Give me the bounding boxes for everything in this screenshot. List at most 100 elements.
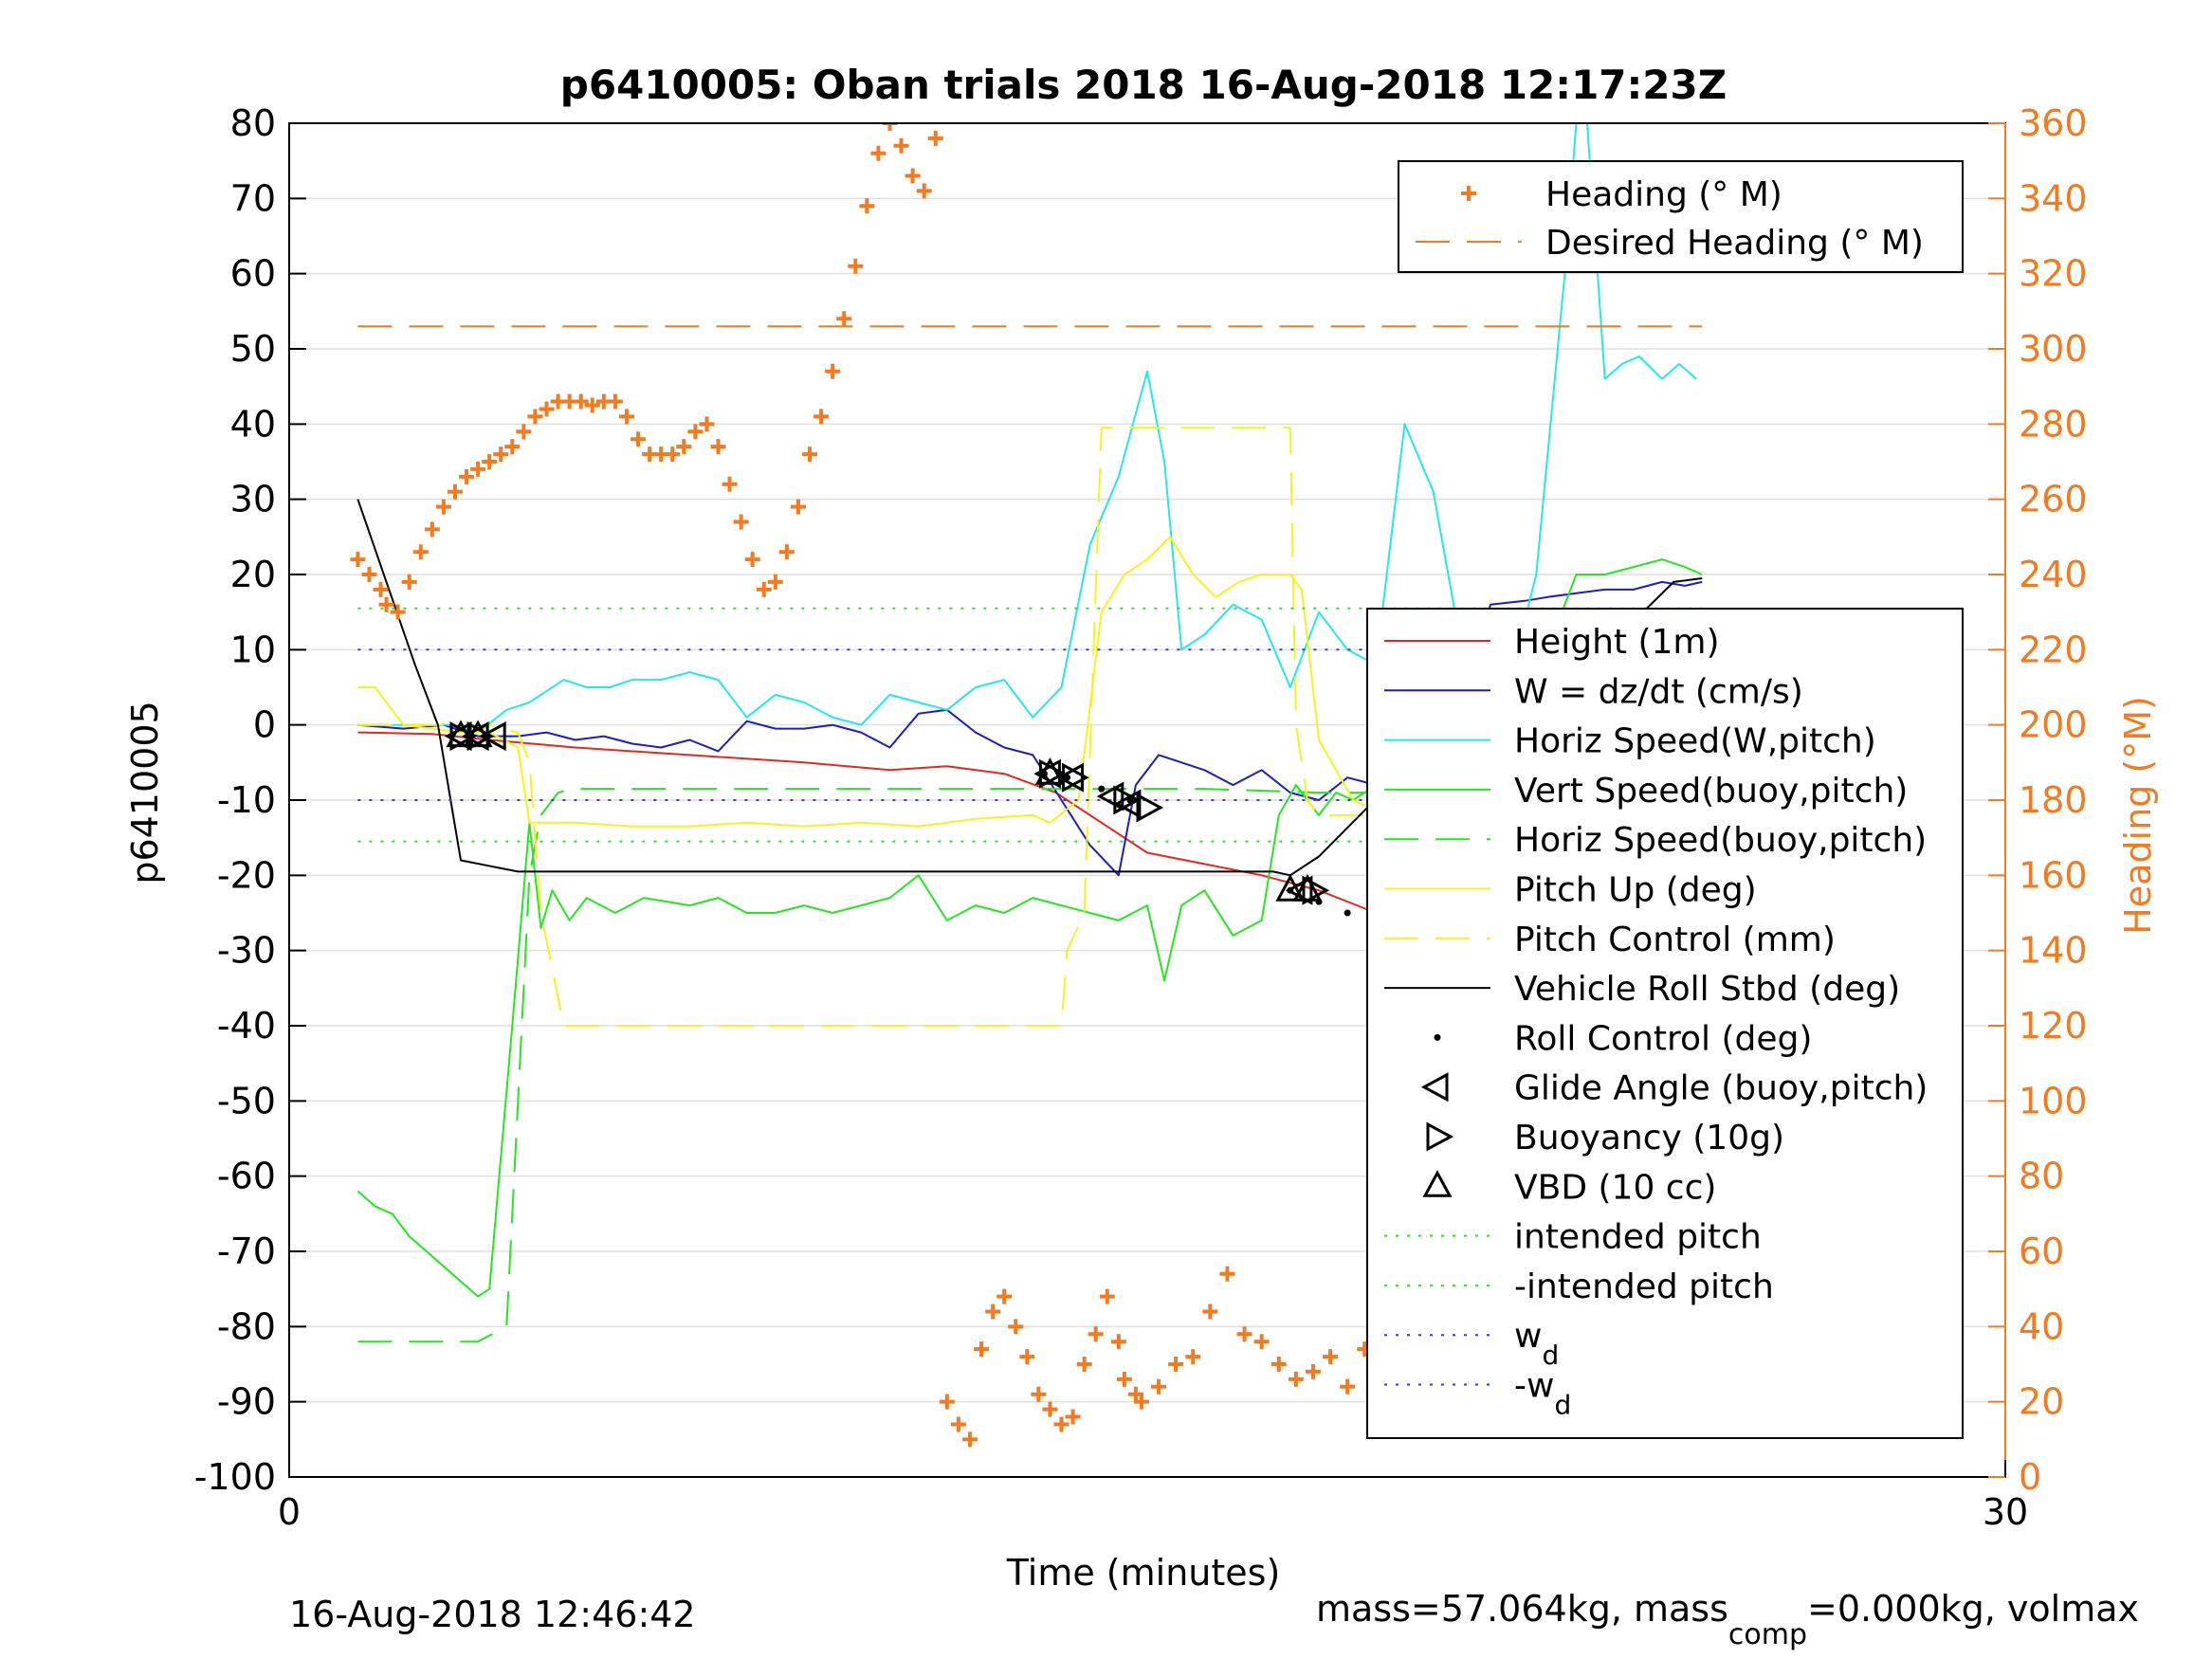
y-axis-label: p6410005 <box>124 701 166 884</box>
y2-tick-label: 100 <box>2019 1080 2088 1121</box>
vbd-marker <box>1292 874 1323 902</box>
legend-label-text: Heading (° M) <box>1545 175 1782 214</box>
buoyancy-marker <box>1038 758 1067 789</box>
heading-marker <box>516 424 532 440</box>
legend-label-sub: d <box>1554 1390 1571 1421</box>
heading-marker <box>1076 1357 1092 1372</box>
legend-label-text: Vehicle Roll Stbd (deg) <box>1514 970 1900 1009</box>
legend-label-text: intended pitch <box>1514 1218 1762 1257</box>
heading-marker <box>756 581 772 597</box>
heading-marker <box>1288 1371 1304 1387</box>
glide-angle-marker <box>1420 1072 1449 1103</box>
y-tick-label: 70 <box>230 177 276 219</box>
y-tick-label: 0 <box>253 704 276 746</box>
heading-marker <box>1116 1371 1132 1387</box>
legend-label-text: -intended pitch <box>1514 1267 1774 1306</box>
heading-marker <box>378 596 394 612</box>
roll-control-marker <box>1344 909 1351 917</box>
heading-marker <box>390 604 406 620</box>
y-tick-label: -40 <box>217 1005 276 1047</box>
y2-tick-label: 20 <box>2019 1381 2064 1423</box>
y-tick-label: 60 <box>230 253 276 295</box>
y2-tick-label: 80 <box>2019 1156 2064 1197</box>
heading-marker <box>618 409 634 425</box>
legend-main: Height (1m) W = dz/dt (cm/s) Horiz Speed(W… <box>1366 608 1964 1439</box>
legend-label: W = dz/dt (cm/s) <box>1514 672 1803 711</box>
y-tick-label: 20 <box>230 554 276 595</box>
y2-tick-label: 300 <box>2019 328 2088 370</box>
heading-marker <box>459 468 475 484</box>
heading-marker <box>412 544 429 560</box>
heading-marker <box>744 552 760 568</box>
heading-marker <box>974 1341 990 1358</box>
legend-swatch <box>1420 1072 1449 1103</box>
y2-tick-label: 60 <box>2019 1231 2064 1272</box>
footer-mass-prefix: mass=57.064kg, mass <box>1316 1588 1728 1630</box>
heading-marker <box>447 483 463 500</box>
y-tick-label: -70 <box>217 1231 276 1272</box>
heading-marker <box>1168 1357 1184 1372</box>
y-tick-label: 10 <box>230 629 276 670</box>
x-axis-label: Time (minutes) <box>1006 1552 1281 1594</box>
legend-label: Pitch Control (mm) <box>1514 921 1836 959</box>
heading-marker <box>1271 1357 1287 1372</box>
footer-timestamp: 16-Aug-2018 12:46:42 <box>289 1594 696 1635</box>
legend-label-text: Glide Angle (buoy,pitch) <box>1514 1069 1928 1108</box>
heading-marker <box>482 454 498 469</box>
legend-label-text: Desired Heading (° M) <box>1545 224 1924 263</box>
heading-marker <box>893 137 909 154</box>
heading-marker <box>527 409 543 425</box>
heading-marker <box>1042 1401 1058 1417</box>
y2-tick-label: 160 <box>2019 854 2088 896</box>
y2-tick-label: 120 <box>2019 1005 2088 1047</box>
x-tick-label: 0 <box>278 1491 301 1533</box>
vbd-marker <box>1422 1170 1453 1197</box>
heading-marker <box>539 401 555 417</box>
heading-marker <box>710 439 726 455</box>
glide-angle-marker <box>1113 789 1142 819</box>
legend-box <box>1398 160 1964 273</box>
heading-marker <box>350 552 366 568</box>
legend-box <box>1366 608 1964 1439</box>
footer-mass-sub: comp <box>1728 1618 1807 1651</box>
glide-angle-marker <box>461 721 489 752</box>
footer-mass: mass=57.064kg, masscomp=0.000kg, volmax <box>1316 1588 2139 1651</box>
heading-marker <box>424 521 440 538</box>
heading-marker <box>916 183 932 199</box>
y2-tick-label: 40 <box>2019 1305 2064 1347</box>
vbd-marker <box>1275 874 1306 902</box>
legend-swatch <box>1422 1170 1453 1197</box>
y-tick-label: 50 <box>230 328 276 370</box>
legend-label: Pitch Up (deg) <box>1514 871 1757 910</box>
heading-marker <box>870 145 887 161</box>
heading-marker <box>825 363 841 379</box>
buoyancy-marker <box>1136 793 1164 823</box>
heading-marker <box>722 476 738 492</box>
roll-control-marker <box>1098 785 1106 793</box>
y2-tick-label: 360 <box>2019 102 2088 144</box>
footer-mass-suffix: =0.000kg, volmax <box>1807 1588 2139 1630</box>
legend-label-text: Pitch Control (mm) <box>1514 921 1836 959</box>
legend-label-text: Roll Control (deg) <box>1514 1019 1812 1058</box>
heading-marker <box>573 393 589 410</box>
legend-label: Heading (° M) <box>1545 175 1782 214</box>
heading-marker <box>1253 1334 1270 1350</box>
heading-marker <box>767 574 783 590</box>
heading-marker <box>584 397 600 413</box>
glide-angle-marker <box>1056 762 1085 793</box>
heading-marker <box>1008 1319 1024 1335</box>
heading-marker <box>631 431 647 447</box>
legend-label: Horiz Speed(W,pitch) <box>1514 722 1876 761</box>
y-tick-label: -100 <box>194 1456 276 1498</box>
y2-axis-label: Heading (°M) <box>2117 696 2159 935</box>
legend-label: Horiz Speed(buoy,pitch) <box>1514 821 1927 860</box>
legend-label: wd <box>1514 1317 1559 1371</box>
heading-marker <box>1019 1349 1035 1365</box>
legend-label: -wd <box>1514 1367 1571 1421</box>
legend-heading: Heading (° M) Desired Heading (° M) <box>1398 160 1964 273</box>
heading-marker <box>1202 1304 1218 1320</box>
buoyancy-marker <box>1062 762 1089 793</box>
y2-tick-label: 180 <box>2019 779 2088 821</box>
heading-marker <box>1340 1378 1356 1395</box>
legend-label-text: Pitch Up (deg) <box>1514 871 1757 910</box>
